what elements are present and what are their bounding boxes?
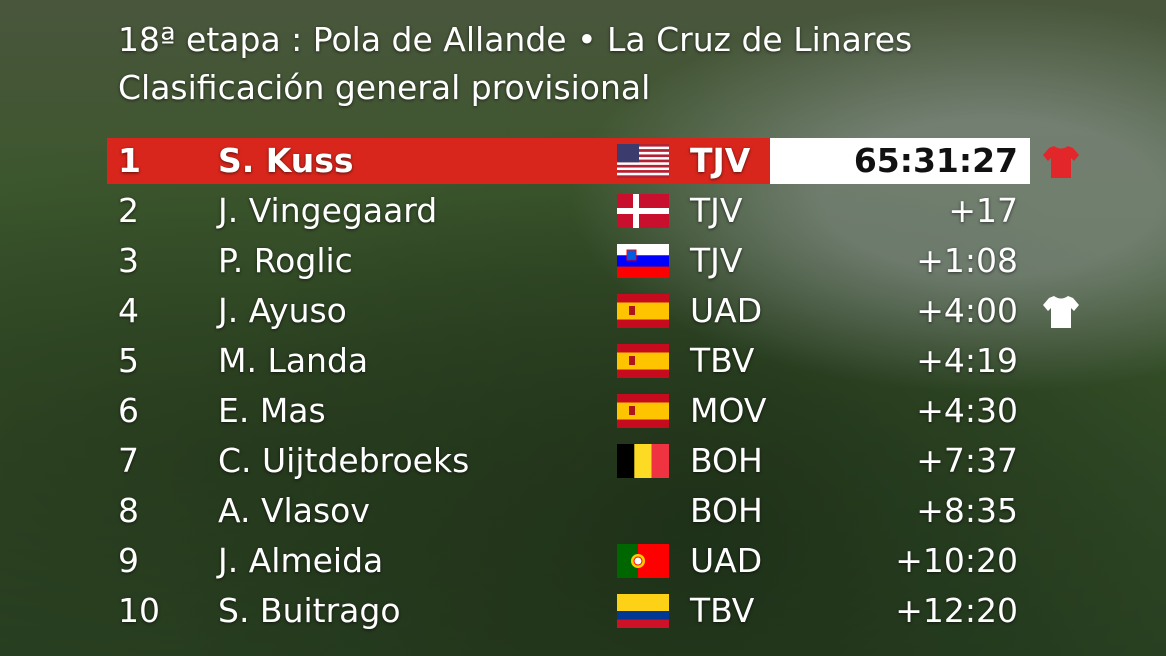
name: C. Uijtdebroeks bbox=[218, 441, 470, 480]
name: M. Landa bbox=[218, 341, 369, 380]
subtitle: Clasificación general provisional bbox=[118, 68, 651, 107]
standing-row: 3 P. Roglic TJV +1:08 bbox=[0, 236, 1166, 286]
title: 18ª etapa : Pola de Allande • La Cruz de… bbox=[118, 20, 913, 59]
flag bbox=[617, 294, 669, 328]
standing-row: 5 M. Landa TBV +4:19 bbox=[0, 336, 1166, 386]
flag bbox=[617, 394, 669, 428]
rank: 7 bbox=[118, 441, 139, 480]
leader-jersey bbox=[1043, 146, 1079, 178]
rank: 10 bbox=[118, 591, 160, 630]
rank: 6 bbox=[118, 391, 139, 430]
flag bbox=[617, 244, 669, 278]
rank: 8 bbox=[118, 491, 139, 530]
time-box bbox=[770, 138, 1030, 184]
name: P. Roglic bbox=[218, 241, 353, 280]
standing-row: 7 C. Uijtdebroeks BOH +7:37 bbox=[0, 436, 1166, 486]
standing-row: 6 E. Mas MOV +4:30 bbox=[0, 386, 1166, 436]
team: UAD bbox=[690, 291, 763, 330]
flag bbox=[617, 594, 669, 628]
rank: 2 bbox=[118, 191, 139, 230]
standing-row: 8 A. Vlasov BOH +8:35 bbox=[0, 486, 1166, 536]
standing-row: 9 J. Almeida UAD +10:20 bbox=[0, 536, 1166, 586]
name: J. Vingegaard bbox=[218, 191, 438, 230]
flag bbox=[617, 194, 669, 228]
name: J. Almeida bbox=[218, 541, 384, 580]
name: A. Vlasov bbox=[218, 491, 370, 530]
flag bbox=[617, 344, 669, 378]
time: +8:35 bbox=[916, 491, 1018, 530]
name: S. Buitrago bbox=[218, 591, 401, 630]
time: +1:08 bbox=[916, 241, 1018, 280]
team: TBV bbox=[690, 341, 755, 380]
time: +12:20 bbox=[895, 591, 1018, 630]
name: J. Ayuso bbox=[218, 291, 347, 330]
name: S. Kuss bbox=[218, 141, 354, 180]
team: BOH bbox=[690, 441, 763, 480]
team: MOV bbox=[690, 391, 767, 430]
flag bbox=[617, 544, 669, 578]
team: BOH bbox=[690, 491, 763, 530]
rank: 1 bbox=[118, 141, 141, 180]
time: +4:30 bbox=[916, 391, 1018, 430]
team: TJV bbox=[690, 191, 743, 230]
rank: 4 bbox=[118, 291, 139, 330]
young-jersey bbox=[1043, 296, 1079, 328]
standing-row: 1 S. Kuss TJV 65:31:27 bbox=[0, 136, 1166, 186]
name: E. Mas bbox=[218, 391, 326, 430]
standing-row: 2 J. Vingegaard TJV +17 bbox=[0, 186, 1166, 236]
team: TJV bbox=[690, 141, 751, 180]
time: +4:00 bbox=[916, 291, 1018, 330]
rank: 9 bbox=[118, 541, 139, 580]
time: +17 bbox=[948, 191, 1018, 230]
standing-row: 4 J. Ayuso UAD +4:00 bbox=[0, 286, 1166, 336]
time: +4:19 bbox=[916, 341, 1018, 380]
team: UAD bbox=[690, 541, 763, 580]
time: 65:31:27 bbox=[853, 141, 1018, 180]
leader-band bbox=[107, 138, 770, 184]
standing-row: 10 S. Buitrago TBV +12:20 bbox=[0, 586, 1166, 636]
team: TBV bbox=[690, 591, 755, 630]
time: +7:37 bbox=[916, 441, 1018, 480]
team: TJV bbox=[690, 241, 743, 280]
flag bbox=[617, 444, 669, 478]
rank: 5 bbox=[118, 341, 139, 380]
rank: 3 bbox=[118, 241, 139, 280]
flag bbox=[617, 144, 669, 178]
time: +10:20 bbox=[895, 541, 1018, 580]
